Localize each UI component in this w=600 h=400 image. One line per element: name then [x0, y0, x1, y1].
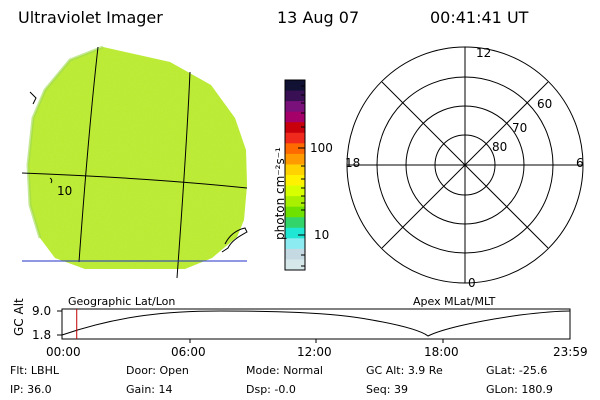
geo-grid-line	[176, 71, 191, 279]
image-annotation: 10	[57, 184, 73, 198]
timeline-x-tick: 06:00	[171, 345, 206, 359]
timeline-x-tick: 18:00	[424, 345, 459, 359]
coastline	[49, 177, 53, 184]
geographic-grid-label: Geographic Lat/Lon	[68, 295, 176, 308]
colorbar-tick-100: 100	[310, 141, 333, 155]
mlat-label-60: 60	[537, 97, 553, 111]
timeline-y-label: GC Alt	[12, 298, 26, 336]
altitude-curve	[61, 310, 571, 337]
status-gc-alt-value: 3.9 Re	[407, 364, 443, 377]
status-glon-value: 180.9	[521, 383, 553, 396]
status-glat: GLat: -25.6	[486, 364, 548, 377]
instrument-title: Ultraviolet Imager	[18, 8, 163, 27]
status-door: Door: Open	[126, 364, 189, 377]
colorbar-cell	[285, 132, 305, 144]
mlt-label-18: 18	[345, 156, 361, 170]
status-seq: Seq: 39	[366, 383, 408, 396]
status-gc-alt: GC Alt: 3.9 Re	[366, 364, 443, 377]
colorbar-cell	[285, 227, 305, 239]
apex-grid-label: Apex MLat/MLT	[413, 295, 496, 308]
status-glat-value: -25.6	[518, 364, 548, 377]
colorbar-frame	[284, 79, 306, 271]
colorbar-cell	[285, 259, 305, 271]
colorbar-cell	[285, 153, 305, 165]
colorbar-cell	[285, 111, 305, 123]
timeline-y-min: 1.8	[32, 328, 52, 342]
colorbar-cell	[285, 196, 305, 208]
status-ip: IP: 36.0	[10, 383, 52, 396]
status-dsp-value: -0.0	[274, 383, 296, 396]
uv-image	[21, 45, 248, 279]
colorbar-cell	[285, 143, 305, 155]
mlt-label-0: 0	[468, 276, 476, 290]
colorbar-cell	[285, 90, 305, 102]
colorbar-cell	[285, 175, 305, 187]
colorbar-cell	[285, 164, 305, 176]
colorbar-cell	[285, 80, 305, 92]
apex-polar-grid	[346, 46, 584, 284]
status-dsp: Dsp: -0.0	[246, 383, 296, 396]
colorbar-ticks	[298, 85, 305, 267]
colorbar-tick-10: 10	[314, 228, 330, 242]
timeline-y-max: 9.0	[32, 304, 52, 318]
status-mode: Mode: Normal	[246, 364, 323, 377]
status-mode-value: Normal	[283, 364, 323, 377]
timeline-x-tick: 00:00	[46, 345, 81, 359]
colorbar-cell	[285, 217, 305, 229]
status-filter-value: LBHL	[30, 364, 59, 377]
mlt-label-6: 6	[576, 156, 584, 170]
colorbar-cell	[285, 206, 305, 218]
colorbar-cell	[285, 248, 305, 260]
colorbar-cell	[285, 238, 305, 250]
mlat-label-80: 80	[492, 140, 508, 154]
geo-grid-line	[78, 46, 99, 263]
coastline	[29, 91, 37, 105]
uv-image-rim	[26, 45, 104, 239]
coastline	[221, 227, 248, 253]
colorbar	[285, 80, 305, 271]
status-ip-value: 36.0	[27, 383, 52, 396]
geo-grid-line	[21, 172, 248, 189]
colorbar-unit-label: photon cm⁻²s⁻¹	[273, 147, 287, 240]
timeline-x-tick: 12:00	[297, 345, 332, 359]
status-door-value: Open	[159, 364, 189, 377]
mlat-label-70: 70	[512, 121, 528, 135]
status-gain: Gain: 14	[126, 383, 173, 396]
timeline-x-tick: 23:59	[553, 345, 588, 359]
colorbar-cell	[285, 122, 305, 134]
colorbar-cell	[285, 185, 305, 197]
status-glon: GLon: 180.9	[486, 383, 553, 396]
timeline-ticks	[57, 310, 444, 343]
time-label: 00:41:41 UT	[430, 8, 529, 27]
date-label: 13 Aug 07	[277, 8, 360, 27]
colorbar-cell	[285, 101, 305, 113]
status-gain-value: 14	[158, 383, 173, 396]
status-filter: Flt: LBHL	[10, 364, 59, 377]
mlt-label-12: 12	[476, 46, 492, 60]
status-seq-value: 39	[393, 383, 408, 396]
